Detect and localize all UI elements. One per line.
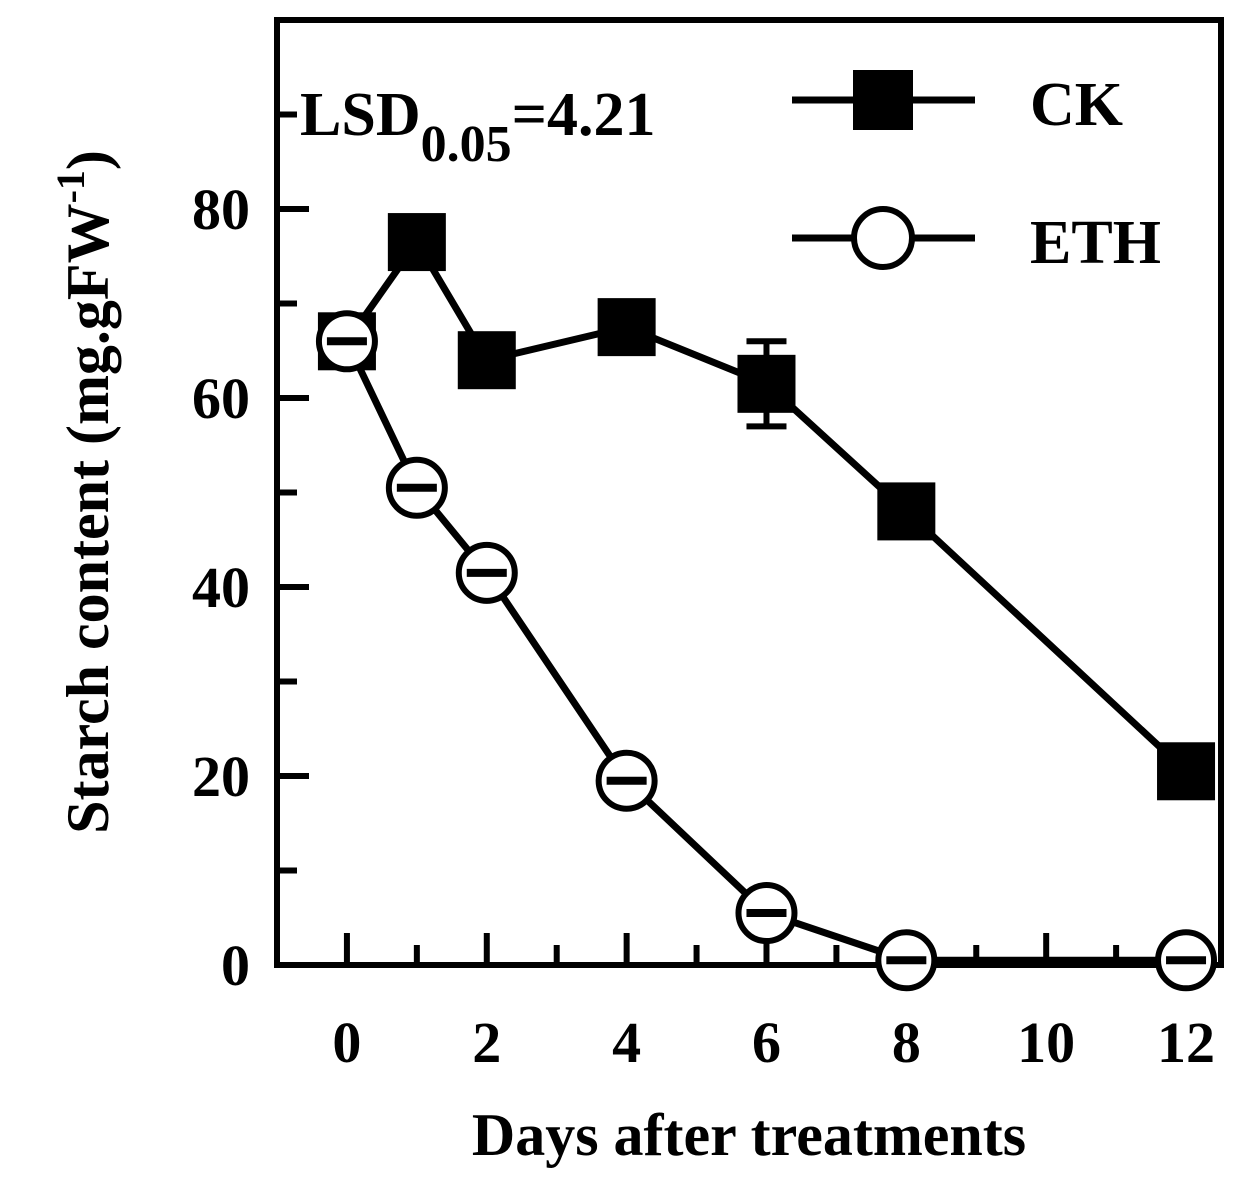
y-axis-title-sup: -1 — [48, 170, 93, 203]
data-point-ck — [737, 354, 796, 413]
y-tick-label: 0 — [221, 933, 250, 998]
x-tick-label: 6 — [752, 1010, 781, 1075]
data-point-ck — [597, 298, 656, 357]
legend-marker-eth — [851, 206, 915, 270]
x-tick-label: 8 — [892, 1010, 921, 1075]
lsd-suffix: =4.21 — [512, 81, 656, 149]
legend-label-ck: CK — [1030, 71, 1123, 139]
series-ck — [317, 213, 1216, 801]
x-tick-label: 2 — [472, 1010, 501, 1075]
y-axis-title-main: Starch content (mg.gFW — [55, 203, 121, 833]
lsd-subscript: 0.05 — [421, 116, 512, 173]
legend: CK ETH — [792, 70, 1161, 277]
x-axis-title: Days after treatments — [472, 1102, 1026, 1168]
y-tick-label: 80 — [192, 177, 250, 242]
series-line-ck — [344, 238, 1189, 774]
y-axis-title: Starch content (mg.gFW-1) — [48, 150, 121, 834]
legend-label-eth: ETH — [1030, 209, 1161, 277]
x-tick-label: 12 — [1157, 1010, 1215, 1075]
x-tick-label: 0 — [332, 1010, 361, 1075]
series-eth — [315, 310, 1218, 992]
y-axis-title-end: ) — [55, 150, 121, 170]
legend-marker-ck — [853, 70, 913, 130]
lsd-annotation: LSD0.05=4.21 — [300, 81, 655, 173]
y-tick-label: 20 — [192, 744, 250, 809]
lsd-prefix: LSD — [300, 81, 421, 149]
data-point-ck — [387, 213, 446, 272]
data-point-ck — [457, 331, 516, 390]
data-point-ck — [877, 482, 936, 541]
x-tick-label: 10 — [1017, 1010, 1075, 1075]
series-layer — [315, 213, 1218, 992]
tick-labels: 0 2 4 6 8 10 12 0 20 40 60 80 — [192, 177, 1215, 1075]
x-tick-label: 4 — [612, 1010, 641, 1075]
y-tick-label: 60 — [192, 366, 250, 431]
data-point-ck — [1157, 742, 1216, 801]
y-tick-label: 40 — [192, 555, 250, 620]
